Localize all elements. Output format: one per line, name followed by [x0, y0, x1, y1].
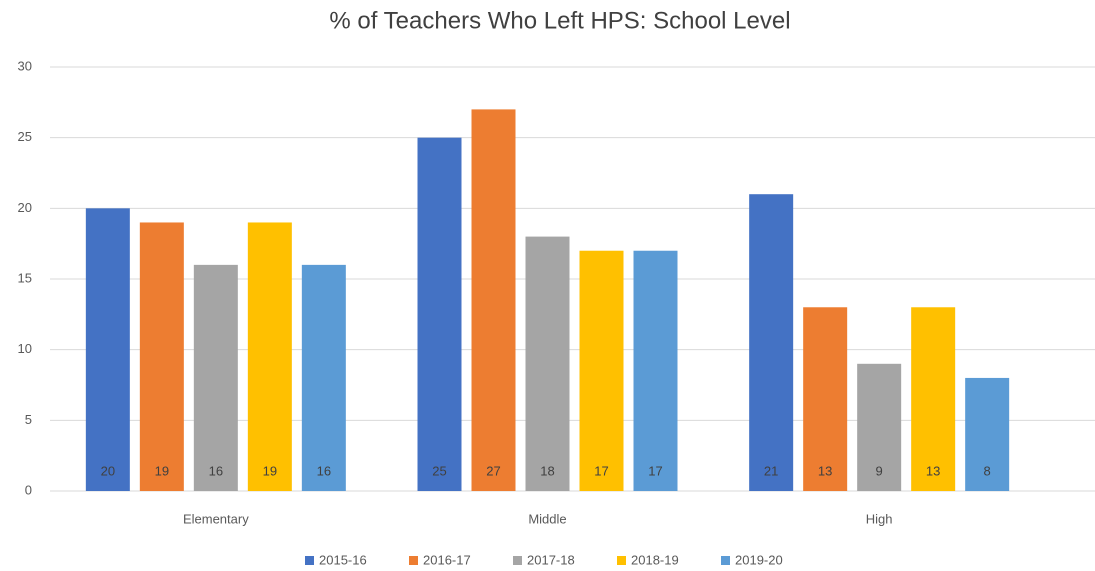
legend-label: 2019-20 — [735, 552, 783, 567]
y-tick-label: 10 — [18, 341, 32, 356]
bar — [965, 377, 1010, 491]
bar — [85, 208, 130, 492]
x-tick-label: High — [866, 511, 893, 526]
y-tick-label: 15 — [18, 270, 32, 285]
legend-swatch — [721, 556, 730, 565]
bar — [857, 363, 902, 491]
legend-label: 2017-18 — [527, 552, 575, 567]
legend-label: 2018-19 — [631, 552, 679, 567]
bar — [749, 194, 794, 491]
y-tick-label: 30 — [18, 58, 32, 73]
data-label: 16 — [317, 463, 331, 478]
data-label: 13 — [818, 463, 832, 478]
bar — [471, 109, 516, 492]
legend-swatch — [617, 556, 626, 565]
bar — [803, 307, 848, 491]
bar — [247, 222, 292, 491]
y-tick-label: 25 — [18, 129, 32, 144]
data-label: 25 — [432, 463, 446, 478]
data-label: 20 — [101, 463, 115, 478]
y-tick-label: 0 — [25, 482, 32, 497]
y-tick-label: 20 — [18, 200, 32, 215]
bar — [193, 264, 238, 491]
bar — [911, 307, 956, 491]
bar — [525, 236, 570, 491]
bar — [301, 264, 346, 491]
y-tick-label: 5 — [25, 412, 32, 427]
data-label: 19 — [263, 463, 277, 478]
data-label: 27 — [486, 463, 500, 478]
data-label: 13 — [926, 463, 940, 478]
legend-swatch — [409, 556, 418, 565]
legend-label: 2015-16 — [319, 552, 367, 567]
bar — [633, 250, 678, 491]
bar — [417, 137, 462, 491]
x-tick-label: Middle — [528, 511, 566, 526]
bar — [579, 250, 624, 491]
data-label: 21 — [764, 463, 778, 478]
data-label: 19 — [155, 463, 169, 478]
legend-label: 2016-17 — [423, 552, 471, 567]
data-label: 18 — [540, 463, 554, 478]
chart-title: % of Teachers Who Left HPS: School Level — [329, 7, 790, 34]
data-label: 9 — [876, 463, 883, 478]
legend-swatch — [305, 556, 314, 565]
legend-swatch — [513, 556, 522, 565]
data-label: 8 — [984, 463, 991, 478]
data-label: 17 — [594, 463, 608, 478]
data-label: 16 — [209, 463, 223, 478]
x-tick-label: Elementary — [183, 511, 249, 526]
bar — [139, 222, 184, 491]
data-label: 17 — [648, 463, 662, 478]
